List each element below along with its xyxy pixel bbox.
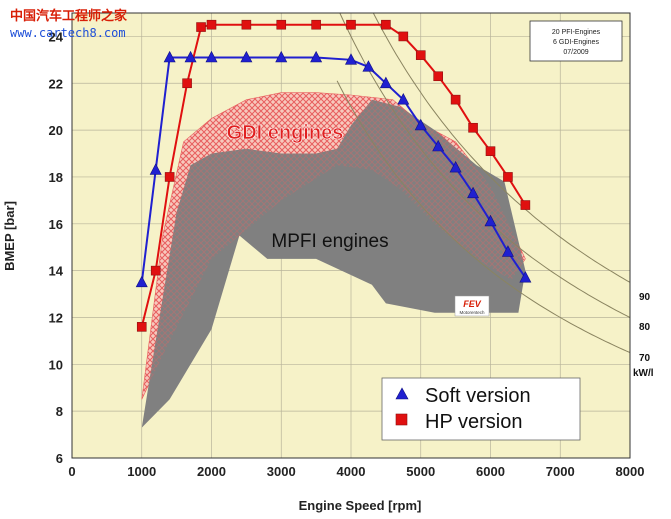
kw-unit: kW/l — [633, 368, 654, 379]
point-hp-18 — [520, 200, 531, 210]
point-hp-3 — [182, 78, 192, 89]
point-hp-6 — [241, 19, 252, 30]
watermark-url: www.cartech8.com — [10, 26, 126, 40]
svg-text:07/2009: 07/2009 — [563, 49, 588, 56]
point-hp-16 — [485, 146, 496, 156]
point-soft-8 — [345, 53, 357, 65]
legend-soft-marker — [395, 387, 409, 400]
point-soft-13 — [432, 139, 445, 152]
point-soft-12 — [414, 118, 427, 131]
point-soft-6 — [275, 50, 288, 63]
x-tick-labels: 0 1000 2000 3000 4000 5000 6000 7000 8000 — [68, 464, 644, 479]
plot-frame — [71, 12, 631, 459]
point-soft-17 — [501, 245, 514, 257]
point-hp-10 — [381, 19, 391, 30]
x-tick-6: 6000 — [476, 464, 505, 479]
svg-text:6 GDI-Engines: 6 GDI-Engines — [553, 39, 599, 46]
y-tick-0: 6 — [56, 451, 63, 466]
legend: Soft version HP version — [381, 377, 581, 441]
y-tick-1: 8 — [56, 404, 63, 419]
power-curves — [336, 13, 630, 354]
point-soft-2 — [163, 50, 176, 63]
x-tick-2: 2000 — [197, 464, 226, 479]
point-hp-1 — [150, 265, 161, 276]
point-soft-16 — [484, 214, 497, 227]
point-hp-9 — [346, 19, 356, 30]
point-soft-10 — [379, 76, 392, 89]
y-tick-4: 14 — [49, 264, 64, 279]
point-hp-7 — [276, 19, 287, 30]
point-soft-18 — [519, 271, 532, 283]
kw-label-90: 90 — [639, 292, 651, 303]
x-tick-8: 8000 — [616, 464, 645, 479]
regions — [141, 92, 526, 428]
point-soft-5 — [240, 50, 253, 63]
x-tick-4: 4000 — [337, 464, 366, 479]
point-soft-9 — [362, 60, 375, 72]
svg-text:20 PFI-Engines: 20 PFI-Engines — [552, 29, 601, 36]
series-markers — [135, 19, 532, 332]
legend-hp-marker — [395, 413, 408, 426]
x-tick-3: 3000 — [267, 464, 296, 479]
point-soft-15 — [467, 186, 480, 199]
svg-text:FEV: FEV — [463, 299, 482, 309]
point-hp-0 — [136, 322, 147, 332]
gdi-region-label: GDI engines — [227, 122, 344, 144]
y-tick-6: 18 — [49, 170, 63, 185]
point-hp-17 — [503, 172, 513, 182]
point-hp-5 — [206, 19, 217, 30]
legend-soft-label: Soft version — [425, 385, 531, 407]
point-hp-4 — [196, 22, 206, 32]
kw-label-80: 80 — [639, 322, 651, 333]
y-tick-9: 24 — [49, 29, 64, 44]
point-soft-0 — [135, 275, 148, 288]
x-tick-7: 7000 — [546, 464, 575, 479]
power-curve-labels: 90 80 70 kW/l — [633, 292, 654, 379]
y-tick-2: 10 — [49, 357, 63, 372]
x-axis-title: Engine Speed [rpm] — [299, 498, 422, 513]
point-hp-14 — [450, 94, 461, 105]
point-soft-4 — [205, 50, 218, 63]
watermark-chinese: 中国汽车工程师之家 — [10, 8, 128, 24]
point-hp-13 — [433, 71, 443, 82]
point-hp-12 — [415, 50, 426, 60]
point-hp-11 — [398, 31, 409, 42]
point-hp-15 — [468, 122, 478, 133]
power-curve-90 — [372, 13, 630, 283]
point-soft-11 — [397, 93, 410, 105]
point-soft-14 — [449, 160, 462, 173]
y-tick-8: 22 — [49, 76, 63, 91]
svg-text:Motorentech: Motorentech — [459, 310, 485, 315]
legend-hp-label: HP version — [425, 411, 522, 433]
x-tick-0: 0 — [68, 464, 75, 479]
y-tick-labels: 6 8 10 12 14 16 18 20 22 24 — [49, 29, 64, 466]
point-soft-7 — [310, 50, 323, 63]
point-soft-1 — [149, 163, 162, 175]
fev-logo: FEV Motorentech — [454, 295, 490, 317]
info-box: 20 PFI-Engines 6 GDI-Engines 07/2009 — [529, 20, 623, 62]
point-hp-8 — [311, 19, 321, 30]
x-tick-1: 1000 — [127, 464, 156, 479]
mpfi-region-label: MPFI engines — [271, 231, 388, 252]
x-tick-5: 5000 — [406, 464, 435, 479]
gdi-region-overlay — [141, 92, 526, 400]
y-tick-5: 16 — [49, 217, 63, 232]
point-hp-2 — [164, 172, 175, 182]
watermark: 中国汽车工程师之家 www.cartech8.com — [10, 8, 128, 40]
power-curve-70 — [336, 80, 630, 354]
y-tick-3: 12 — [49, 310, 63, 325]
kw-label-70: 70 — [639, 353, 651, 364]
power-curve-80 — [339, 13, 630, 319]
point-soft-3 — [184, 50, 197, 63]
y-tick-7: 20 — [49, 123, 63, 138]
y-axis-title: BMEP [bar] — [2, 201, 17, 271]
